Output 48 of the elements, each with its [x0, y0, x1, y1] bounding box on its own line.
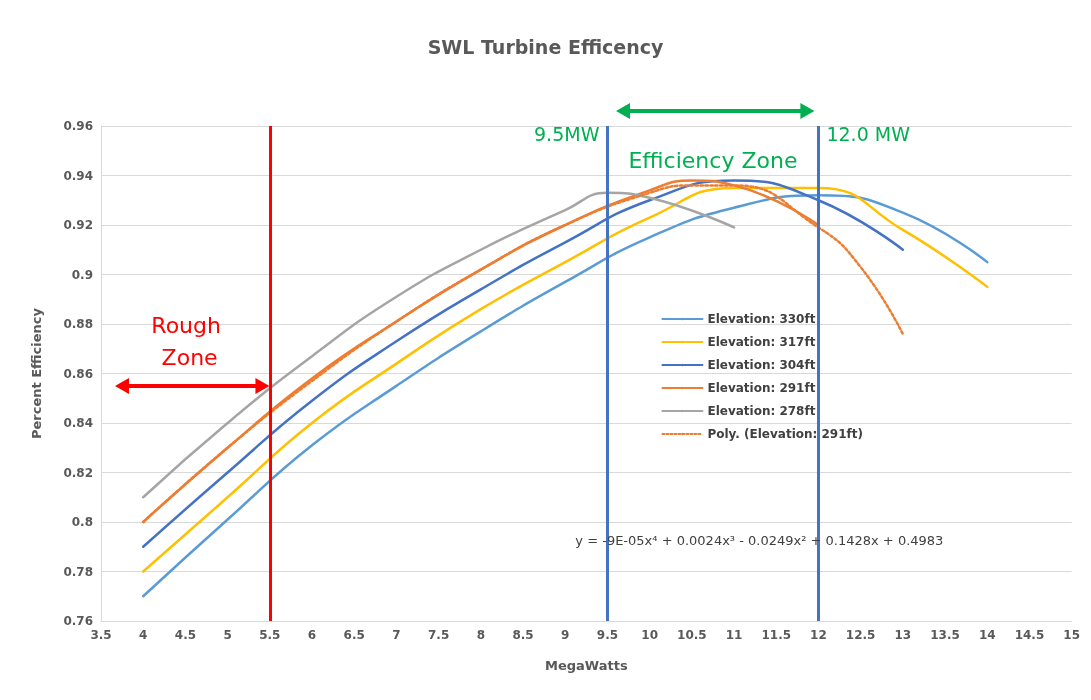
y-tick-label: 0.8: [71, 515, 93, 529]
legend-label: Elevation: 304ft: [707, 358, 816, 372]
x-tick-label: 6: [307, 628, 317, 642]
x-tick-label: 11.5: [761, 628, 792, 642]
x-tick-label: 15: [1063, 628, 1080, 642]
x-tick-label: 13.5: [930, 628, 960, 642]
x-tick-label: 3.5: [90, 628, 112, 642]
y-tick-label: 0.78: [63, 564, 93, 579]
ref-line-label: 12.0 MW: [826, 122, 911, 145]
x-tick-label: 5.5: [259, 628, 281, 642]
y-tick-label: 0.94: [63, 168, 93, 183]
x-tick-label: 7.5: [427, 628, 450, 642]
legend-label: Poly. (Elevation: 291ft): [707, 427, 864, 441]
legend-label: Elevation: 317ft: [707, 335, 816, 349]
y-tick-label: 0.86: [63, 366, 93, 381]
ref-line-label: 9.5MW: [534, 122, 600, 145]
y-axis-title: Percent Efficiency: [29, 307, 44, 440]
y-tick-label: 0.82: [63, 465, 93, 480]
legend-label: Elevation: 278ft: [707, 404, 816, 418]
x-tick-label: 9: [561, 628, 570, 642]
x-tick-label: 7: [392, 628, 401, 642]
y-tick-label: 0.76: [63, 614, 93, 628]
x-tick-label: 6.5: [343, 628, 365, 642]
annotation: Efficiency Zone: [628, 148, 798, 174]
x-tick-label: 4.5: [174, 628, 197, 642]
annotation: Rough Zone: [151, 312, 228, 370]
y-tick-label: 0.96: [63, 119, 93, 133]
x-tick-label: 14: [978, 628, 996, 642]
legend-label: Elevation: 291ft: [707, 381, 816, 395]
chart-title: SWL Turbine Efficency: [427, 35, 664, 58]
y-tick-label: 0.88: [63, 317, 93, 331]
x-tick-label: 8: [476, 628, 485, 642]
x-tick-label: 11: [725, 628, 743, 642]
x-tick-label: 13: [894, 628, 912, 642]
x-tick-label: 12: [810, 628, 827, 642]
x-tick-label: 10.5: [677, 628, 707, 642]
x-tick-label: 4: [139, 628, 148, 642]
y-tick-label: 0.9: [71, 267, 93, 282]
x-axis-title: MegaWatts: [545, 658, 628, 673]
legend-label: Elevation: 330ft: [707, 312, 816, 326]
y-tick-label: 0.92: [63, 218, 93, 232]
x-tick-label: 10: [641, 628, 658, 642]
x-tick-label: 14.5: [1014, 628, 1045, 642]
y-tick-label: 0.84: [63, 416, 93, 430]
x-tick-label: 12.5: [845, 628, 876, 642]
x-tick-label: 5: [223, 628, 232, 642]
x-tick-label: 9.5: [596, 628, 619, 642]
x-tick-label: 8.5: [512, 628, 534, 642]
